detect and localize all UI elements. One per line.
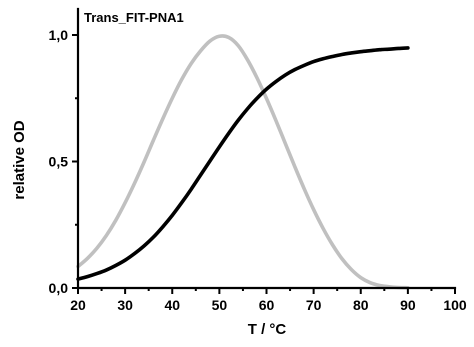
- x-tick-label: 80: [353, 297, 369, 313]
- x-tick-label: 20: [70, 297, 86, 313]
- y-tick-label: 0,0: [49, 280, 69, 296]
- y-tick-label: 1,0: [49, 27, 69, 43]
- series-layer: [76, 34, 410, 290]
- x-tick-label: 50: [212, 297, 228, 313]
- series-line-black: [76, 46, 410, 281]
- x-tick-label: 100: [443, 297, 467, 313]
- y-axis-title: relative OD: [11, 120, 28, 199]
- plot-axes: [76, 7, 457, 290]
- series-line-gray: [76, 34, 410, 290]
- x-axis-title: T / °C: [248, 321, 287, 338]
- x-tick-label: 30: [117, 297, 133, 313]
- x-tick-label: 60: [259, 297, 275, 313]
- x-tick-label: 40: [164, 297, 180, 313]
- ticks-layer: 20 30 40 50 60 70 80 90 100 0,0 0,5 1,0: [49, 27, 467, 313]
- x-tick-label: 90: [400, 297, 416, 313]
- chart-title: Trans_FIT-PNA1: [84, 10, 184, 25]
- y-tick-label: 0,5: [49, 154, 69, 170]
- x-tick-label: 70: [306, 297, 322, 313]
